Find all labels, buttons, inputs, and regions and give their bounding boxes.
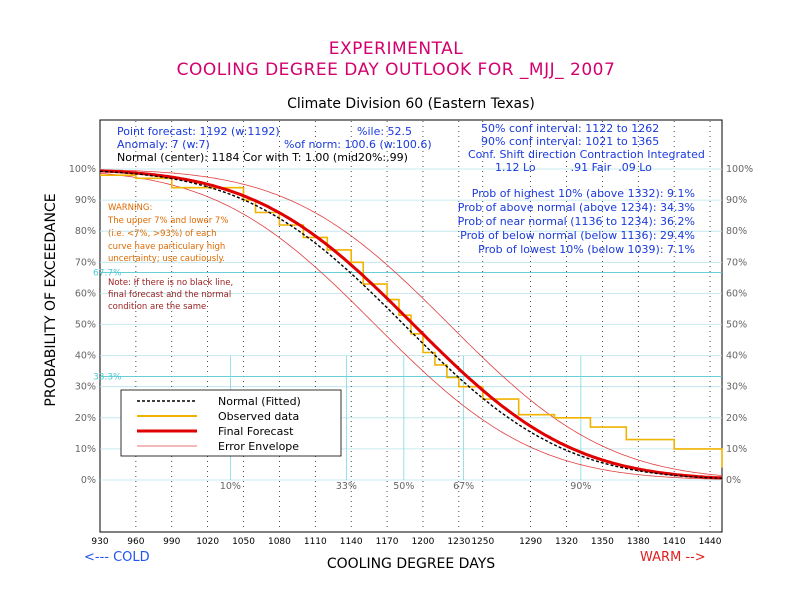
observed-step-line bbox=[100, 174, 723, 468]
x-tick-1410: 1410 bbox=[663, 537, 686, 547]
percentile-value: %ile: 52.5 bbox=[357, 125, 412, 138]
warning-l4: curve have particulary high bbox=[108, 242, 225, 252]
y-tick-left-0: 0% bbox=[81, 475, 96, 486]
prob-lowest: Prob of lowest 10% (below 1039): 7.1% bbox=[478, 243, 695, 256]
note-l3: condition are the same bbox=[108, 302, 206, 312]
percent-of-normal: %of norm: 100.6 (w:100.6) bbox=[284, 138, 432, 151]
y-tick-right-50: 50% bbox=[726, 320, 747, 331]
normal-fitted-curve bbox=[99, 170, 723, 480]
y-tick-left-50: 50% bbox=[75, 320, 96, 331]
anomaly: Anomaly: 7 (w:7) bbox=[117, 138, 210, 151]
pct-marker-label-33%: 33% bbox=[336, 481, 357, 492]
pct-marker-label-10%: 10% bbox=[220, 481, 241, 492]
x-tick-1380: 1380 bbox=[627, 537, 650, 547]
warning-l3: (i.e. <7%, >93%) of each bbox=[108, 229, 216, 239]
plot-frame bbox=[99, 119, 723, 533]
vertical-dotted-gridlines bbox=[135, 121, 711, 531]
note-l1: Note: If there is no black line, bbox=[108, 278, 233, 288]
conf-interval-90: 90% conf interval: 1021 to 1365 bbox=[481, 135, 659, 148]
normal-center: Normal (center): 1184 Cor with T: 1.00 (… bbox=[117, 151, 408, 164]
y-tick-right-30: 30% bbox=[726, 382, 747, 393]
x-tick-1080: 1080 bbox=[268, 537, 291, 547]
x-ticks: 930 960 990 1020 1050 1080 1110 1140 1170 1200 123… bbox=[91, 537, 721, 547]
note-l2: final forecast and the normal bbox=[108, 290, 231, 300]
x-tick-1170: 1170 bbox=[376, 537, 399, 547]
y-tick-left-90: 90% bbox=[75, 195, 96, 206]
y-tick-right-70: 70% bbox=[726, 257, 747, 268]
x-tick-1110: 1110 bbox=[304, 537, 327, 547]
y-tick-right-100: 100% bbox=[726, 164, 753, 175]
warning-l5: uncertainty; use cautiously. bbox=[108, 254, 225, 264]
x-tick-1350: 1350 bbox=[591, 537, 614, 547]
curves bbox=[99, 169, 723, 480]
y-tick-left-60: 60% bbox=[75, 288, 96, 299]
x-tick-1200: 1200 bbox=[412, 537, 435, 547]
legend-label-final: Final Forecast bbox=[218, 425, 294, 438]
y-ticks-left: 0% 10% 20% 30% 40% 50% 60% 70% 80% 90% 100% bbox=[69, 164, 96, 486]
envelope-upper-curve bbox=[100, 169, 723, 476]
envelope-lower-curve bbox=[99, 172, 723, 480]
y-tick-left-20: 20% bbox=[75, 413, 96, 424]
y-axis-label: PROBABILITY OF EXCEEDANCE bbox=[43, 193, 59, 406]
pct-marker-label-67%: 67% bbox=[453, 481, 474, 492]
warm-label: WARM --> bbox=[640, 550, 706, 565]
warning-l2: The upper 7% and lower 7% bbox=[107, 216, 228, 226]
y-ticks-right: 0% 10% 20% 30% 40% 50% 60% 70% 80% 90% 100% bbox=[726, 164, 753, 486]
final-forecast-curve bbox=[99, 169, 723, 480]
warning-l1: WARNING: bbox=[108, 203, 152, 213]
pct-marker-label-50%: 50% bbox=[393, 481, 414, 492]
x-tick-960: 960 bbox=[127, 537, 144, 547]
conf-values: 1.12 Lo .91 Fair .09 Lo bbox=[495, 161, 652, 174]
prob-highest: Prob of highest 10% (above 1332): 9.1% bbox=[472, 187, 695, 200]
pct-marker-label-90%: 90% bbox=[570, 481, 591, 492]
x-tick-1290: 1290 bbox=[519, 537, 542, 547]
conf-header: Conf. Shift direction Contraction Integr… bbox=[468, 148, 705, 161]
y-tick-right-0: 0% bbox=[726, 475, 741, 486]
cyan-ref-label-1: 33.3% bbox=[93, 372, 122, 382]
y-tick-right-80: 80% bbox=[726, 226, 747, 237]
x-axis-label: COOLING DEGREE DAYS bbox=[327, 556, 495, 572]
legend-label-observed: Observed data bbox=[218, 410, 299, 423]
y-tick-left-100: 100% bbox=[69, 164, 96, 175]
prob-above: Prob of above normal (above 1234): 34.3% bbox=[458, 201, 695, 214]
conf-interval-50: 50% conf interval: 1122 to 1262 bbox=[481, 122, 659, 135]
x-tick-1050: 1050 bbox=[232, 537, 255, 547]
y-tick-left-80: 80% bbox=[75, 226, 96, 237]
legend-label-normal: Normal (Fitted) bbox=[218, 395, 301, 408]
x-tick-1020: 1020 bbox=[196, 537, 219, 547]
x-tick-990: 990 bbox=[163, 537, 180, 547]
cold-label: <--- COLD bbox=[84, 550, 150, 565]
cyan-reference-lines: 67.7% 33.3% bbox=[93, 269, 722, 382]
cyan-ref-label-0: 67.7% bbox=[93, 269, 122, 279]
point-forecast: Point forecast: 1192 (w:1192) bbox=[117, 125, 280, 138]
y-tick-left-70: 70% bbox=[75, 257, 96, 268]
x-tick-1250: 1250 bbox=[471, 537, 494, 547]
y-tick-left-30: 30% bbox=[75, 382, 96, 393]
x-tick-1230: 1230 bbox=[447, 537, 470, 547]
title-line2: COOLING DEGREE DAY OUTLOOK FOR _MJJ_ 200… bbox=[177, 60, 616, 80]
y-tick-left-40: 40% bbox=[75, 351, 96, 362]
y-tick-right-40: 40% bbox=[726, 351, 747, 362]
y-tick-right-90: 90% bbox=[726, 195, 747, 206]
x-tick-1140: 1140 bbox=[340, 537, 363, 547]
y-tick-left-10: 10% bbox=[75, 444, 96, 455]
title-line1: EXPERIMENTAL bbox=[329, 39, 464, 59]
y-tick-right-60: 60% bbox=[726, 288, 747, 299]
x-tick-930: 930 bbox=[91, 537, 108, 547]
prob-below: Prob of below normal (below 1136): 29.4% bbox=[460, 229, 695, 242]
horizontal-gridlines bbox=[100, 168, 722, 481]
chart-subtitle: Climate Division 60 (Eastern Texas) bbox=[287, 96, 535, 112]
y-tick-right-10: 10% bbox=[726, 444, 747, 455]
legend-label-envelope: Error Envelope bbox=[218, 440, 299, 453]
prob-near: Prob of near normal (1136 to 1234): 36.2… bbox=[458, 215, 695, 228]
y-tick-right-20: 20% bbox=[726, 413, 747, 424]
x-tick-1320: 1320 bbox=[555, 537, 578, 547]
x-tick-1440: 1440 bbox=[699, 537, 722, 547]
